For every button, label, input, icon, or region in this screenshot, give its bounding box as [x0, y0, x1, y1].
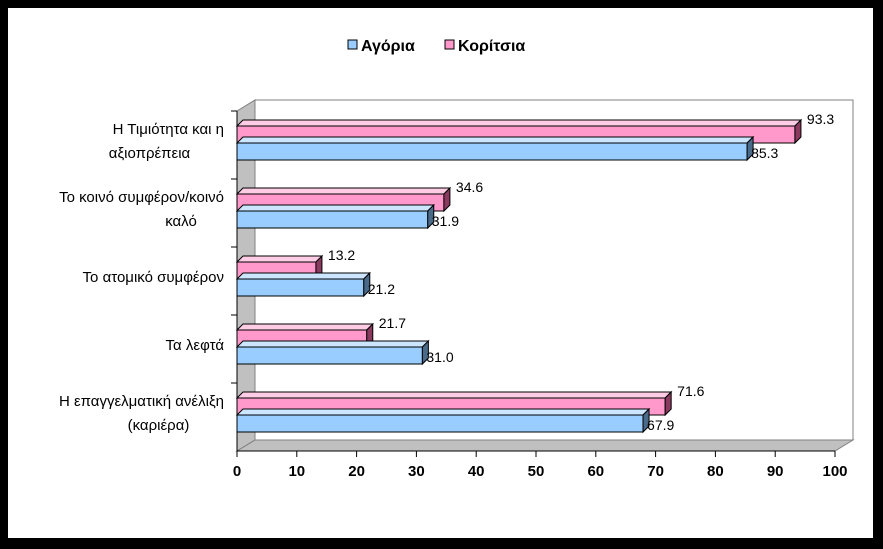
- bar-boys: [236, 346, 423, 365]
- data-label: 67.9: [647, 417, 674, 433]
- x-tick-label: 70: [647, 463, 664, 480]
- bar-top-face: [235, 272, 371, 280]
- x-tick-label: 40: [468, 463, 485, 480]
- bar-end-face: [642, 407, 650, 434]
- category-label: Η επαγγελματική ανέλιξη: [59, 393, 224, 410]
- category-label: (καριέρα): [128, 417, 190, 434]
- x-tick-label: 90: [767, 463, 784, 480]
- bar-top-face: [235, 187, 452, 195]
- bar-top-face: [235, 255, 324, 263]
- legend-swatch: [347, 39, 358, 50]
- legend-swatch: [444, 39, 455, 50]
- value-axis: 0 10 20 30 40 50 60 70 80 90 100: [233, 111, 848, 480]
- data-label: 34.6: [456, 179, 483, 195]
- bar-chart: 0 10 20 30 40 50 60 70 80 90 100 93.3 85.3 34.6 31.9 1…: [59, 38, 855, 480]
- data-label: 85.3: [751, 145, 778, 161]
- legend-label: Αγόρια: [361, 38, 415, 55]
- bar-boys: [236, 278, 365, 297]
- x-tick-label: 20: [348, 463, 365, 480]
- bar-boys: [236, 142, 748, 161]
- chart-frame: 0 10 20 30 40 50 60 70 80 90 100 93.3 85.3 34.6 31.9 1…: [8, 8, 873, 538]
- legend: Αγόρια Κορίτσια: [347, 38, 525, 55]
- bar-end-face: [746, 135, 754, 162]
- data-label: 21.7: [379, 315, 406, 331]
- bar-top-face: [235, 136, 755, 144]
- bar-boys: [236, 210, 429, 229]
- category-label: Η Τιμιότητα και η: [113, 121, 224, 138]
- category-label: Το ατομικό συμφέρον: [83, 269, 224, 286]
- x-tick-label: 50: [528, 463, 545, 480]
- bars-group: 93.3 85.3 34.6 31.9 13.2 21.2 21.7 31.0 71.6 67.9: [235, 111, 834, 434]
- category-label: καλό: [165, 213, 197, 230]
- category-label: Το κοινό συμφέρον/κοινό: [59, 189, 224, 206]
- legend-label: Κορίτσια: [458, 38, 525, 55]
- bar-end-face: [443, 186, 451, 213]
- category-label: αξιοπρέπεια: [109, 145, 191, 162]
- x-tick-label: 80: [707, 463, 724, 480]
- bar-end-face: [794, 118, 802, 145]
- data-label: 13.2: [328, 247, 355, 263]
- bar-end-face: [421, 339, 429, 366]
- bar-end-face: [664, 390, 672, 417]
- bar-top-face: [235, 340, 430, 348]
- data-label: 93.3: [807, 111, 834, 127]
- bar-top-face: [235, 408, 651, 416]
- bar-top-face: [235, 204, 435, 212]
- bar-top-face: [235, 391, 673, 399]
- data-label: 21.2: [368, 281, 395, 297]
- bar-end-face: [427, 203, 435, 230]
- x-tick-label: 60: [587, 463, 604, 480]
- bar-end-face: [363, 271, 371, 298]
- category-label: Τα λεφτά: [166, 337, 225, 354]
- x-tick-label: 10: [288, 463, 305, 480]
- bar-boys: [236, 414, 644, 433]
- x-tick-label: 30: [408, 463, 425, 480]
- x-tick-label: 0: [233, 463, 241, 480]
- category-axis: Η Τιμιότητα και η αξιοπρέπεια Το κοινό συμ…: [59, 110, 237, 434]
- data-label: 31.9: [432, 213, 459, 229]
- bar-top-face: [235, 323, 374, 331]
- floor: [235, 439, 855, 452]
- data-label: 71.6: [677, 383, 704, 399]
- data-label: 31.0: [426, 349, 453, 365]
- x-tick-label: 100: [822, 463, 847, 480]
- bar-top-face: [235, 119, 803, 127]
